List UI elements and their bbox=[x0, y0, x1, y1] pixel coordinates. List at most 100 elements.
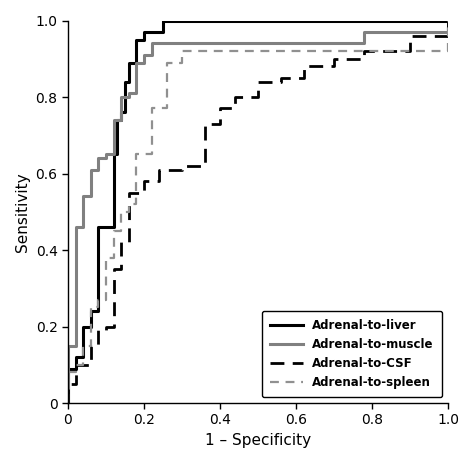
Adrenal-to-CSF bbox=[156, 167, 162, 172]
Adrenal-to-CSF bbox=[103, 327, 109, 333]
Adrenal-to-spleen bbox=[80, 362, 86, 368]
Adrenal-to-liver bbox=[88, 324, 94, 329]
Adrenal-to-muscle bbox=[141, 52, 147, 58]
Adrenal-to-muscle bbox=[126, 94, 132, 100]
Adrenal-to-spleen bbox=[73, 369, 78, 375]
Adrenal-to-liver bbox=[122, 79, 128, 84]
Adrenal-to-CSF bbox=[111, 266, 117, 272]
Adrenal-to-CSF bbox=[232, 94, 238, 100]
Adrenal-to-CSF bbox=[255, 79, 261, 84]
Adrenal-to-spleen bbox=[118, 209, 124, 214]
Adrenal-to-muscle bbox=[160, 41, 166, 46]
Adrenal-to-muscle bbox=[103, 151, 109, 157]
Adrenal-to-spleen bbox=[126, 209, 132, 214]
Adrenal-to-CSF bbox=[331, 63, 337, 69]
Adrenal-to-liver bbox=[134, 37, 139, 43]
Adrenal-to-CSF bbox=[65, 400, 71, 406]
Adrenal-to-muscle bbox=[96, 156, 101, 161]
Adrenal-to-CSF bbox=[65, 381, 71, 387]
Adrenal-to-liver bbox=[445, 18, 451, 23]
Adrenal-to-CSF bbox=[65, 400, 71, 406]
Adrenal-to-liver bbox=[111, 151, 117, 157]
Adrenal-to-liver bbox=[118, 110, 124, 115]
Adrenal-to-spleen bbox=[65, 400, 71, 406]
Adrenal-to-muscle bbox=[362, 29, 367, 35]
Adrenal-to-CSF bbox=[141, 178, 147, 184]
Adrenal-to-liver bbox=[80, 324, 86, 329]
Adrenal-to-muscle bbox=[65, 400, 71, 406]
Line: Adrenal-to-muscle: Adrenal-to-muscle bbox=[68, 20, 448, 403]
Adrenal-to-muscle bbox=[134, 90, 139, 96]
Adrenal-to-CSF bbox=[217, 106, 223, 111]
Adrenal-to-liver bbox=[141, 29, 147, 35]
Adrenal-to-CSF bbox=[111, 324, 117, 329]
Adrenal-to-muscle bbox=[65, 343, 71, 349]
Adrenal-to-spleen bbox=[73, 362, 78, 368]
Adrenal-to-muscle bbox=[134, 60, 139, 65]
Adrenal-to-CSF bbox=[126, 190, 132, 195]
Adrenal-to-spleen bbox=[96, 305, 101, 310]
Adrenal-to-CSF bbox=[141, 190, 147, 195]
Adrenal-to-muscle bbox=[118, 94, 124, 100]
Adrenal-to-liver bbox=[115, 151, 120, 157]
Adrenal-to-liver bbox=[65, 400, 71, 406]
Adrenal-to-muscle bbox=[65, 400, 71, 406]
Adrenal-to-spleen bbox=[179, 60, 185, 65]
Adrenal-to-CSF bbox=[331, 56, 337, 62]
Adrenal-to-CSF bbox=[445, 33, 451, 38]
Adrenal-to-muscle bbox=[111, 117, 117, 123]
Adrenal-to-CSF bbox=[156, 178, 162, 184]
Adrenal-to-CSF bbox=[73, 381, 78, 387]
Adrenal-to-liver bbox=[115, 117, 120, 123]
Adrenal-to-liver bbox=[160, 29, 166, 35]
Adrenal-to-liver bbox=[126, 60, 132, 65]
Adrenal-to-CSF bbox=[217, 121, 223, 126]
Adrenal-to-muscle bbox=[118, 117, 124, 123]
Adrenal-to-spleen bbox=[65, 400, 71, 406]
Adrenal-to-spleen bbox=[111, 228, 117, 234]
Adrenal-to-spleen bbox=[134, 151, 139, 157]
Adrenal-to-muscle bbox=[126, 90, 132, 96]
Adrenal-to-muscle bbox=[80, 224, 86, 230]
Adrenal-to-liver bbox=[65, 366, 71, 371]
Adrenal-to-liver bbox=[134, 60, 139, 65]
Adrenal-to-muscle bbox=[111, 151, 117, 157]
Adrenal-to-spleen bbox=[111, 255, 117, 261]
Adrenal-to-spleen bbox=[103, 255, 109, 261]
Adrenal-to-muscle bbox=[88, 167, 94, 172]
Line: Adrenal-to-spleen: Adrenal-to-spleen bbox=[68, 20, 448, 403]
Adrenal-to-CSF bbox=[73, 362, 78, 368]
Line: Adrenal-to-liver: Adrenal-to-liver bbox=[68, 20, 448, 403]
Adrenal-to-CSF bbox=[126, 239, 132, 245]
Adrenal-to-muscle bbox=[103, 156, 109, 161]
Adrenal-to-liver bbox=[96, 308, 101, 314]
Adrenal-to-spleen bbox=[88, 343, 94, 349]
Adrenal-to-spleen bbox=[164, 60, 170, 65]
Adrenal-to-spleen bbox=[179, 48, 185, 54]
Adrenal-to-liver bbox=[103, 224, 109, 230]
Adrenal-to-CSF bbox=[202, 121, 208, 126]
Adrenal-to-liver bbox=[73, 354, 78, 360]
Adrenal-to-liver bbox=[103, 224, 109, 230]
Adrenal-to-muscle bbox=[88, 194, 94, 199]
Adrenal-to-CSF bbox=[255, 94, 261, 100]
Adrenal-to-liver bbox=[149, 29, 155, 35]
Adrenal-to-muscle bbox=[445, 29, 451, 35]
Adrenal-to-spleen bbox=[445, 18, 451, 23]
Adrenal-to-muscle bbox=[73, 224, 78, 230]
Adrenal-to-muscle bbox=[80, 194, 86, 199]
Adrenal-to-spleen bbox=[134, 201, 139, 207]
Adrenal-to-liver bbox=[118, 117, 124, 123]
Y-axis label: Sensitivity: Sensitivity bbox=[15, 172, 30, 251]
Adrenal-to-CSF bbox=[96, 343, 101, 349]
Adrenal-to-spleen bbox=[445, 48, 451, 54]
Adrenal-to-muscle bbox=[141, 60, 147, 65]
Adrenal-to-CSF bbox=[362, 56, 367, 62]
Adrenal-to-spleen bbox=[80, 343, 86, 349]
Adrenal-to-muscle bbox=[96, 167, 101, 172]
Adrenal-to-spleen bbox=[103, 297, 109, 302]
Line: Adrenal-to-CSF: Adrenal-to-CSF bbox=[68, 20, 448, 403]
Adrenal-to-CSF bbox=[278, 75, 283, 81]
Adrenal-to-CSF bbox=[407, 48, 413, 54]
Adrenal-to-CSF bbox=[232, 106, 238, 111]
